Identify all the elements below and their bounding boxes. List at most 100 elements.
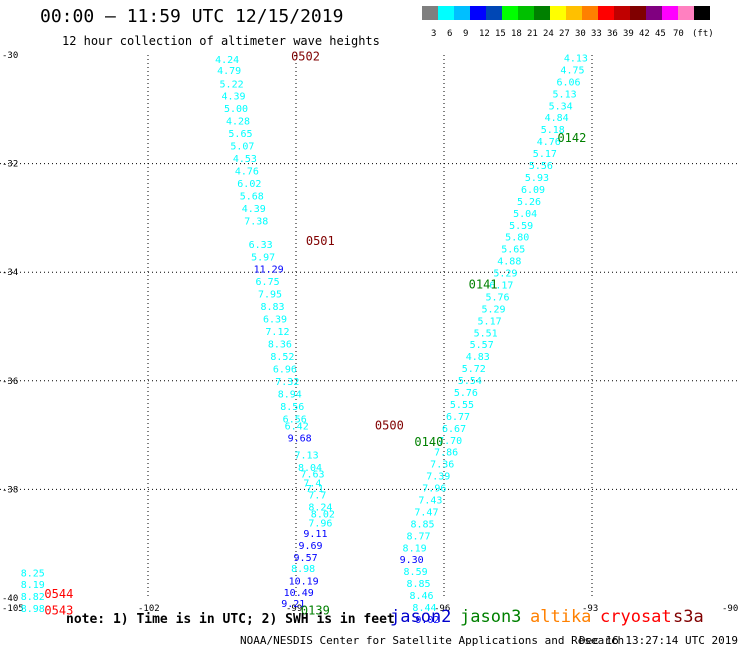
swh-reading: 8.59	[404, 567, 428, 578]
swh-reading: 6.33	[249, 240, 273, 251]
swh-reading: 5.72	[462, 364, 486, 375]
legend-swatch	[678, 6, 694, 20]
swh-reading: 4.13	[564, 54, 588, 65]
satellite-s3a-label: s3a	[673, 607, 704, 627]
swh-reading: 7.70	[438, 436, 462, 447]
swh-reading: 6.56	[283, 415, 307, 426]
swh-reading: 4.79	[217, 66, 241, 77]
swh-reading: 5.97	[251, 252, 275, 263]
track-pass-label: 0544	[44, 587, 73, 601]
swh-reading: 4.76	[537, 137, 561, 148]
legend-swatch	[518, 6, 534, 20]
legend-swatch	[662, 6, 678, 20]
swh-reading: 4.53	[233, 154, 257, 165]
swh-reading: 5.13	[553, 89, 577, 100]
swh-reading: 5.59	[509, 221, 533, 232]
track-pass-label: 0543	[44, 603, 73, 617]
legend-label: 45	[655, 29, 666, 39]
swh-reading: 8.02	[311, 510, 335, 521]
swh-reading: 8.83	[260, 302, 284, 313]
footer-generated-time: Dec 16 13:27:14 UTC 2019	[579, 634, 738, 647]
legend-swatch	[646, 6, 662, 20]
swh-reading: 7.12	[265, 327, 289, 338]
legend-label: 15	[495, 29, 506, 39]
swh-reading: 8.25	[21, 568, 45, 579]
swh-reading: 4.84	[545, 113, 569, 124]
track-pass-label: 0139	[301, 603, 330, 617]
y-tick-label: -34	[2, 268, 18, 278]
swh-reading: 5.65	[228, 129, 252, 140]
swh-reading: 6.75	[256, 277, 280, 288]
swh-reading: 5.80	[505, 233, 529, 244]
legend-swatch	[534, 6, 550, 20]
swh-reading: 7.38	[244, 216, 268, 227]
swh-reading: 7.39	[426, 472, 450, 483]
satellite-cryosat-label: cryosat	[600, 607, 672, 627]
swh-reading: 5.34	[549, 101, 573, 112]
swh-reading: 9.69	[298, 541, 322, 552]
x-tick-label: -93	[582, 604, 598, 614]
legend-swatch	[486, 6, 502, 20]
swh-reading: 7.7	[308, 491, 326, 502]
swh-reading: 6.39	[263, 315, 287, 326]
legend-label: 6	[447, 29, 453, 39]
swh-reading: 7.1	[306, 484, 324, 495]
swh-reading: 7.13	[295, 450, 319, 461]
track-pass-label: 0141	[469, 277, 498, 291]
legend-label: 24	[543, 29, 554, 39]
swh-reading: 10.49	[284, 588, 314, 599]
swh-reading: 7.36	[430, 460, 454, 471]
legend-label: 27	[559, 29, 570, 39]
legend-swatch	[502, 6, 518, 20]
swh-reading: 7.32	[275, 377, 299, 388]
swh-reading: 7.95	[258, 290, 282, 301]
x-tick-label: -102	[138, 604, 160, 614]
y-tick-label: -40	[2, 594, 18, 604]
legend-label: 42	[639, 29, 650, 39]
swh-reading: 8.85	[410, 519, 434, 530]
swh-reading: 8.44	[412, 603, 436, 614]
swh-reading: 5.76	[454, 388, 478, 399]
swh-reading: 8.98	[291, 564, 315, 575]
swh-reading: 5.18	[541, 125, 565, 136]
y-tick-label: -36	[2, 377, 18, 387]
swh-reading: 5.17	[478, 316, 502, 327]
swh-reading: 8.94	[278, 390, 302, 401]
swh-reading: 9.68	[288, 434, 312, 445]
legend-label: 18	[511, 29, 522, 39]
swh-reading: 4.88	[497, 257, 521, 268]
swh-reading: 7.96	[308, 518, 332, 529]
swh-reading: 5.29	[481, 304, 505, 315]
swh-reading: 8.98	[21, 604, 45, 615]
swh-reading: 11.29	[254, 265, 284, 276]
legend-label: 3	[431, 29, 437, 39]
legend-label: 30	[575, 29, 586, 39]
swh-reading: 5.17	[533, 149, 557, 160]
swh-reading: 10.19	[289, 576, 319, 587]
swh-reading: 8.46	[409, 591, 433, 602]
swh-reading: 4.76	[235, 166, 259, 177]
swh-reading: 5.04	[513, 209, 537, 220]
legend-swatch	[582, 6, 598, 20]
swh-reading: 4.83	[466, 352, 490, 363]
legend-swatch	[438, 6, 454, 20]
legend-label: 21	[527, 29, 538, 39]
swh-reading: 4.75	[560, 65, 584, 76]
legend-label: 33	[591, 29, 602, 39]
swh-reading: 6.77	[446, 412, 470, 423]
swh-reading: 7.86	[434, 448, 458, 459]
swh-reading: 4.28	[226, 117, 250, 128]
swh-reading: 8.85	[407, 579, 431, 590]
swh-reading: 5.54	[458, 376, 482, 387]
track-pass-label: 0501	[306, 234, 335, 248]
swh-reading: 8.52	[270, 352, 294, 363]
swh-reading: 9.11	[303, 529, 327, 540]
swh-reading: 4.39	[242, 204, 266, 215]
legend-swatch	[598, 6, 614, 20]
swh-reading: 7.47	[414, 507, 438, 518]
swh-reading: 5.65	[501, 245, 525, 256]
y-tick-label: -32	[2, 160, 18, 170]
footer-credit: NOAA/NESDIS Center for Satellite Applica…	[240, 634, 625, 647]
swh-reading: 5.55	[450, 400, 474, 411]
